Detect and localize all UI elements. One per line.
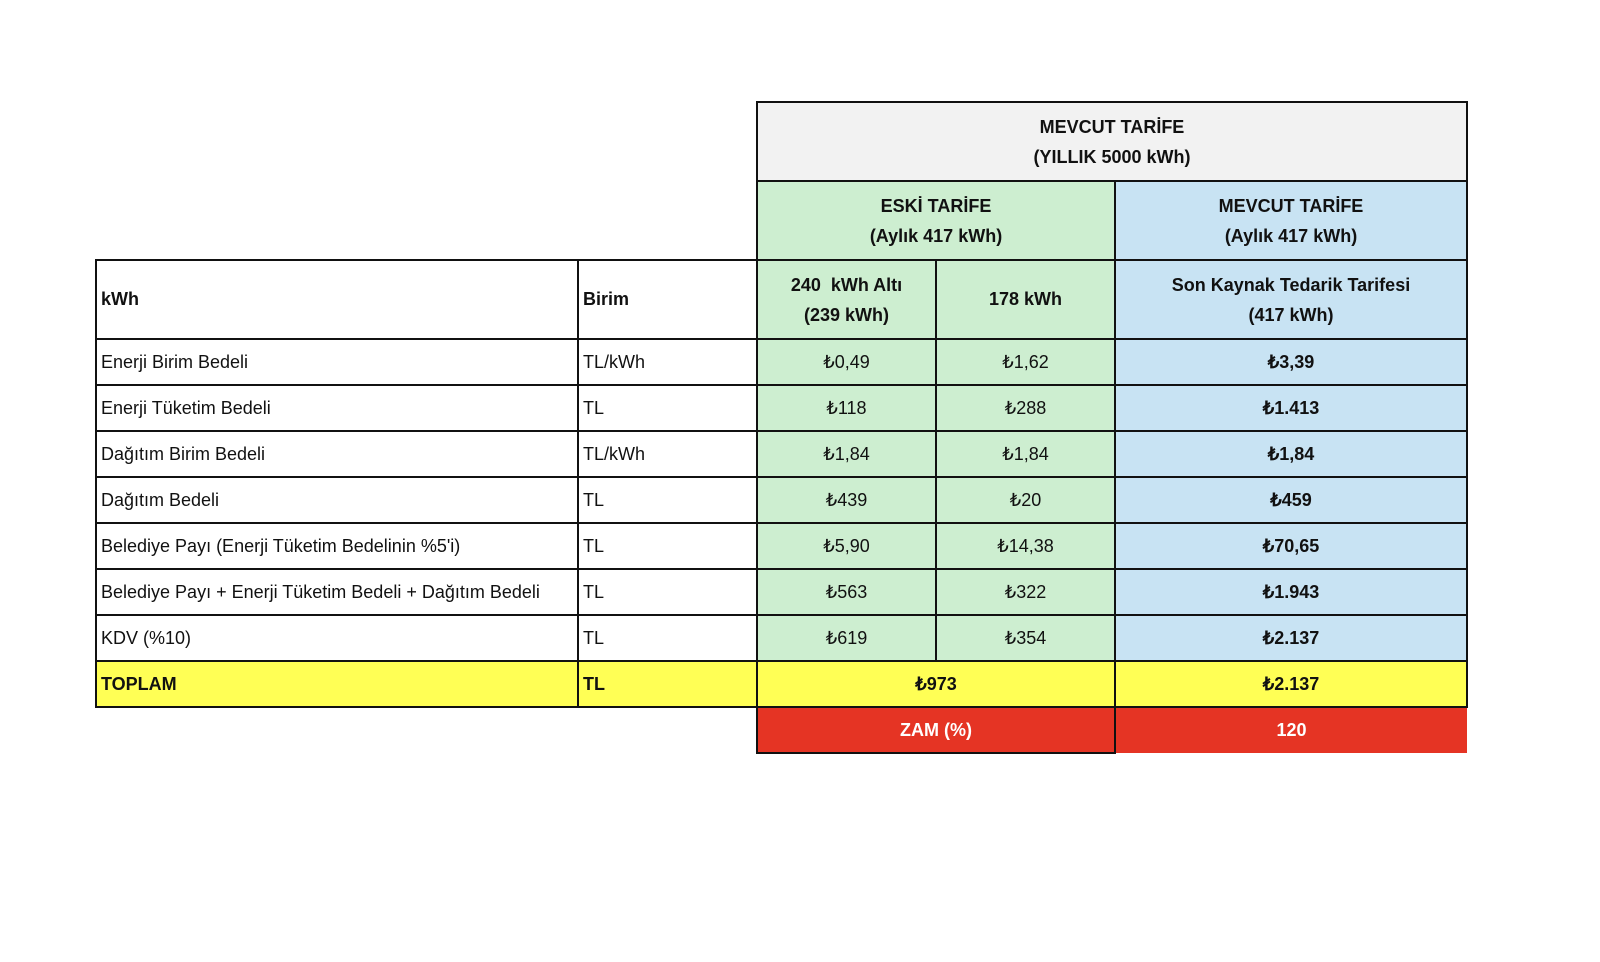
- cell-unit: TL: [577, 614, 758, 662]
- current-sublabel: (417 kWh): [1248, 304, 1334, 325]
- cell-tier1: ₺563: [756, 568, 937, 616]
- cell-label: Belediye Payı (Enerji Tüketim Bedelinin …: [95, 522, 579, 570]
- cell-unit: TL: [577, 476, 758, 524]
- empty-cell: [96, 707, 757, 753]
- cell-tier1: ₺619: [756, 614, 937, 662]
- table-row: Dağıtım Bedeli TL ₺439 ₺20 ₺459: [95, 476, 1468, 524]
- total-current: ₺2.137: [1114, 660, 1468, 708]
- cell-unit: TL: [577, 522, 758, 570]
- cell-current: ₺3,39: [1114, 338, 1468, 386]
- annual-tariff-header: MEVCUT TARİFE (YILLIK 5000 kWh): [756, 101, 1468, 182]
- empty-cell: [96, 102, 757, 181]
- current-tariff-header: MEVCUT TARİFE (Aylık 417 kWh): [1114, 180, 1468, 261]
- cell-current: ₺1.943: [1114, 568, 1468, 616]
- cell-label: Belediye Payı + Enerji Tüketim Bedeli + …: [95, 568, 579, 616]
- cell-tier2: ₺354: [935, 614, 1116, 662]
- cell-label: Dağıtım Birim Bedeli: [95, 430, 579, 478]
- cell-label: KDV (%10): [95, 614, 579, 662]
- increase-value: 120: [1114, 706, 1467, 753]
- cell-unit: TL/kWh: [577, 430, 758, 478]
- cell-tier1: ₺439: [756, 476, 937, 524]
- cell-tier1: ₺1,84: [756, 430, 937, 478]
- table-row: Enerji Tüketim Bedeli TL ₺118 ₺288 ₺1.413: [95, 384, 1468, 432]
- cell-label: Dağıtım Bedeli: [95, 476, 579, 524]
- table-row: Enerji Birim Bedeli TL/kWh ₺0,49 ₺1,62 ₺3,39: [95, 338, 1468, 386]
- tariff-comparison-table: MEVCUT TARİFE (YILLIK 5000 kWh) ESKİ TAR…: [95, 101, 1468, 754]
- cell-tier1: ₺0,49: [756, 338, 937, 386]
- increase-label: ZAM (%): [756, 706, 1116, 754]
- old-tariff-title: ESKİ TARİFE: [880, 195, 992, 216]
- cell-label: Enerji Tüketim Bedeli: [95, 384, 579, 432]
- column-header-tier2: 178 kWh: [935, 259, 1116, 340]
- column-header-tier1: 240 kWh Altı (239 kWh): [756, 259, 937, 340]
- column-header-current: Son Kaynak Tedarik Tarifesi (417 kWh): [1114, 259, 1468, 340]
- cell-current: ₺1,84: [1114, 430, 1468, 478]
- cell-tier2: ₺288: [935, 384, 1116, 432]
- cell-tier2: ₺1,84: [935, 430, 1116, 478]
- cell-tier1: ₺118: [756, 384, 937, 432]
- total-unit: TL: [577, 660, 758, 708]
- table-row: Dağıtım Birim Bedeli TL/kWh ₺1,84 ₺1,84 ₺1,8…: [95, 430, 1468, 478]
- current-label: Son Kaynak Tedarik Tarifesi: [1171, 274, 1411, 295]
- tier1-sublabel: (239 kWh): [803, 304, 890, 325]
- column-header-unit: Birim: [577, 259, 758, 340]
- current-tariff-title: MEVCUT TARİFE: [1218, 195, 1364, 216]
- empty-cell: [96, 181, 757, 260]
- current-tariff-subtitle: (Aylık 417 kWh): [1224, 225, 1358, 246]
- tier1-label: 240 kWh Altı: [790, 274, 903, 295]
- cell-tier2: ₺14,38: [935, 522, 1116, 570]
- cell-current: ₺459: [1114, 476, 1468, 524]
- cell-label: Enerji Birim Bedeli: [95, 338, 579, 386]
- table-row: KDV (%10) TL ₺619 ₺354 ₺2.137: [95, 614, 1468, 662]
- cell-current: ₺2.137: [1114, 614, 1468, 662]
- cell-tier2: ₺322: [935, 568, 1116, 616]
- old-tariff-subtitle: (Aylık 417 kWh): [869, 225, 1003, 246]
- column-header-kwh: kWh: [95, 259, 579, 340]
- table-row: Belediye Payı (Enerji Tüketim Bedelinin …: [95, 522, 1468, 570]
- header-subtitle: (YILLIK 5000 kWh): [1033, 146, 1191, 167]
- cell-unit: TL: [577, 568, 758, 616]
- header-title: MEVCUT TARİFE: [1039, 116, 1185, 137]
- total-label: TOPLAM: [95, 660, 579, 708]
- cell-unit: TL/kWh: [577, 338, 758, 386]
- cell-unit: TL: [577, 384, 758, 432]
- table-row: Belediye Payı + Enerji Tüketim Bedeli + …: [95, 568, 1468, 616]
- cell-tier1: ₺5,90: [756, 522, 937, 570]
- cell-tier2: ₺20: [935, 476, 1116, 524]
- cell-current: ₺70,65: [1114, 522, 1468, 570]
- cell-current: ₺1.413: [1114, 384, 1468, 432]
- cell-tier2: ₺1,62: [935, 338, 1116, 386]
- total-old: ₺973: [756, 660, 1116, 708]
- old-tariff-header: ESKİ TARİFE (Aylık 417 kWh): [756, 180, 1116, 261]
